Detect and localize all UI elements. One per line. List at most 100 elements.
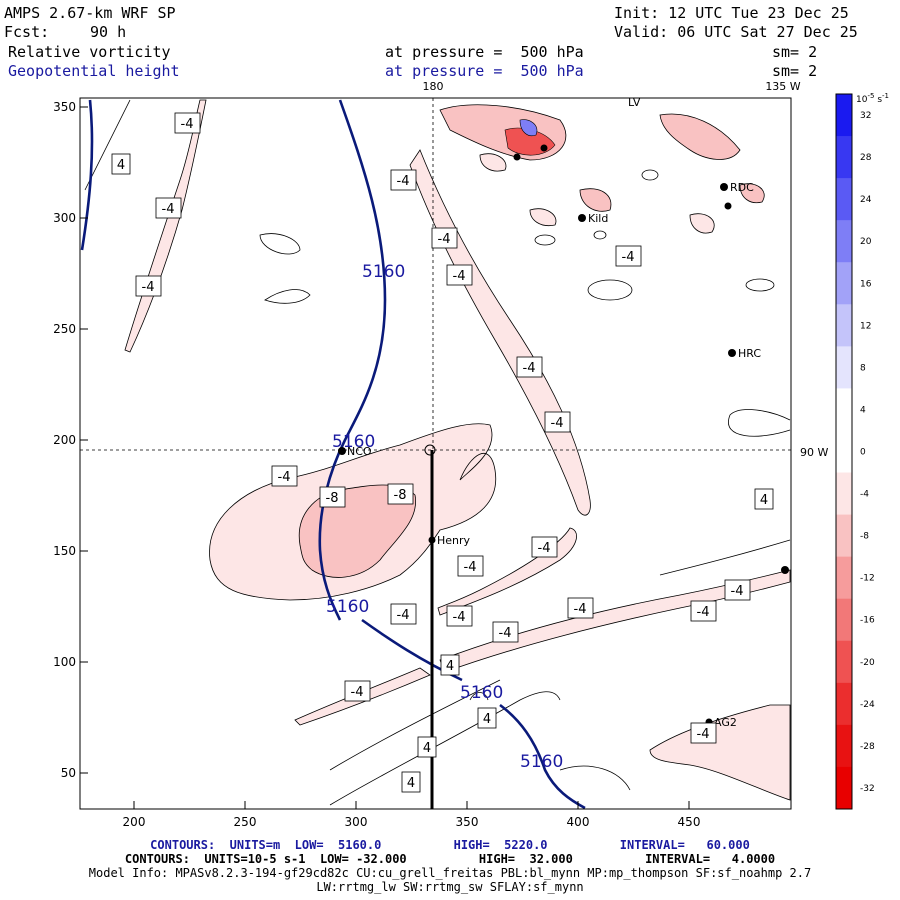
- vort-label: -4: [523, 361, 536, 376]
- vort-label: -4: [438, 232, 451, 247]
- colorbar-label: 0: [860, 448, 866, 458]
- station-marker[interactable]: [540, 144, 548, 152]
- station-marker[interactable]: [728, 349, 736, 357]
- vort-label: -4: [181, 117, 194, 132]
- station-marker[interactable]: [578, 214, 586, 222]
- colorbar-label: -4: [860, 490, 869, 500]
- colorbar-label: 16: [860, 279, 872, 289]
- vort-label: -4: [551, 416, 564, 431]
- colorbar-swatch: [836, 682, 852, 726]
- station-label: Kild: [588, 212, 608, 225]
- y-tick-label: 50: [61, 766, 76, 780]
- vorticity-band-west: [124, 99, 207, 353]
- colorbar-swatch: [836, 94, 852, 137]
- cross-section-origin[interactable]: [424, 444, 436, 456]
- vorticity-northeast-cluster: [439, 104, 775, 301]
- field2-name: Geopotential height: [8, 62, 180, 80]
- lon-label-90w: 90 W: [800, 446, 828, 459]
- colorbar-swatch: [836, 514, 852, 558]
- colorbar-unit: 10-5 s-1: [856, 92, 889, 105]
- x-tick-label: 200: [123, 815, 146, 829]
- vort-label: -4: [538, 541, 551, 556]
- station-marker[interactable]: [720, 183, 728, 191]
- station-label: RDC: [730, 181, 754, 194]
- colorbar-label: 28: [860, 153, 872, 163]
- colorbar-label: -32: [860, 784, 875, 794]
- footer-vorticity-contours: CONTOURS: UNITS=10-5 s-1 LOW= -32.000 HI…: [124, 852, 776, 866]
- colorbar-label: 32: [860, 111, 871, 121]
- colorbar-swatch: [836, 304, 852, 347]
- lon-label-135w: 135 W: [765, 80, 800, 93]
- station-label: Henry: [437, 534, 471, 547]
- vort-label: -4: [453, 610, 466, 625]
- height-label: 5160: [332, 432, 375, 452]
- vorticity-labels: -4 -4 -4 -4 -4 -4 -4 -4 -4 -4 -4 -4 -4 -…: [111, 112, 774, 793]
- colorbar-label: 20: [860, 237, 872, 247]
- station-marker[interactable]: [428, 536, 436, 544]
- colorbar-swatch: [836, 388, 852, 431]
- station-marker[interactable]: [513, 153, 521, 161]
- vort-label: -4: [499, 626, 512, 641]
- vort-label: -4: [574, 602, 587, 617]
- field1-smoothing: sm= 2: [772, 43, 818, 61]
- colorbar-swatch: [836, 640, 852, 684]
- colorbar-swatch: [836, 262, 852, 305]
- vort-label: -8: [394, 488, 407, 503]
- colorbar-swatch: [836, 220, 852, 263]
- colorbar-frame: [835, 93, 853, 810]
- vort-label: 4: [117, 158, 125, 173]
- map-figure: 180 135 W 90 W: [53, 80, 889, 829]
- colorbar: 32 28 24 20 16 12 8 4 0 -4 -8 -12 -16 -20 -24 -28 -32: [835, 93, 875, 810]
- forecast-value: 90 h: [90, 23, 127, 41]
- station-marker[interactable]: [724, 202, 732, 210]
- colorbar-label: -12: [860, 574, 875, 584]
- x-tick-label: 300: [345, 815, 368, 829]
- y-tick-label: 150: [53, 544, 76, 558]
- vort-label: -4: [397, 174, 410, 189]
- init-time: Init: 12 UTC Tue 23 Dec 25: [614, 4, 849, 22]
- colorbar-label: -28: [860, 742, 875, 752]
- height-label: 5160: [362, 262, 405, 282]
- valid-time: Valid: 06 UTC Sat 27 Dec 25: [614, 23, 858, 41]
- vort-label: -4: [397, 608, 410, 623]
- vort-label: 4: [446, 659, 454, 674]
- footer-model-info: Model Info: MPASv8.2.3-194-gf29cd82c CU:…: [88, 866, 812, 880]
- colorbar-label: -24: [860, 700, 875, 710]
- station-marker[interactable]: [338, 447, 346, 455]
- vort-label: -4: [697, 605, 710, 620]
- colorbar-label: 12: [860, 321, 871, 331]
- colorbar-label: -20: [860, 658, 875, 668]
- station-label: NCO: [347, 445, 372, 458]
- station-marker[interactable]: [781, 566, 789, 574]
- vort-label: 4: [423, 741, 431, 756]
- vort-label: -4: [731, 584, 744, 599]
- vort-label: -8: [326, 491, 339, 506]
- colorbar-swatch: [836, 430, 852, 474]
- footer-height-contours: CONTOURS: UNITS=m LOW= 5160.0 HIGH= 5220…: [150, 838, 750, 852]
- colorbar-swatch: [836, 136, 852, 179]
- colorbar-swatch: [836, 346, 852, 389]
- field1-level: at pressure = 500 hPa: [385, 43, 584, 61]
- field1-name: Relative vorticity: [8, 43, 171, 61]
- vort-label: -4: [453, 269, 466, 284]
- colorbar-label: 24: [860, 195, 872, 205]
- vort-label: 4: [760, 493, 768, 508]
- colorbar-label: 4: [860, 405, 866, 415]
- axis-ticks: 200 250 300 350 400 450 350 300 250 200 150 100 50: [53, 100, 700, 829]
- station-label: LV: [628, 96, 641, 109]
- y-tick-label: 300: [53, 211, 76, 225]
- field2-level: at pressure = 500 hPa: [385, 62, 584, 80]
- height-labels: 5160 5160 5160 5160 5160: [326, 262, 563, 772]
- field2-smoothing: sm= 2: [772, 62, 818, 80]
- vort-label: 4: [407, 776, 415, 791]
- y-tick-label: 250: [53, 322, 76, 336]
- colorbar-swatch: [836, 598, 852, 642]
- plot-frame: [79, 97, 792, 810]
- vort-label: -4: [697, 727, 710, 742]
- y-tick-label: 350: [53, 100, 76, 114]
- colorbar-swatch: [836, 766, 852, 810]
- footer-physics-info: LW:rrtmg_lw SW:rrtmg_sw SFLAY:sf_mynn: [316, 880, 584, 894]
- colorbar-swatch: [836, 472, 852, 516]
- height-label: 5160: [460, 683, 503, 703]
- lon-label-180: 180: [423, 80, 444, 93]
